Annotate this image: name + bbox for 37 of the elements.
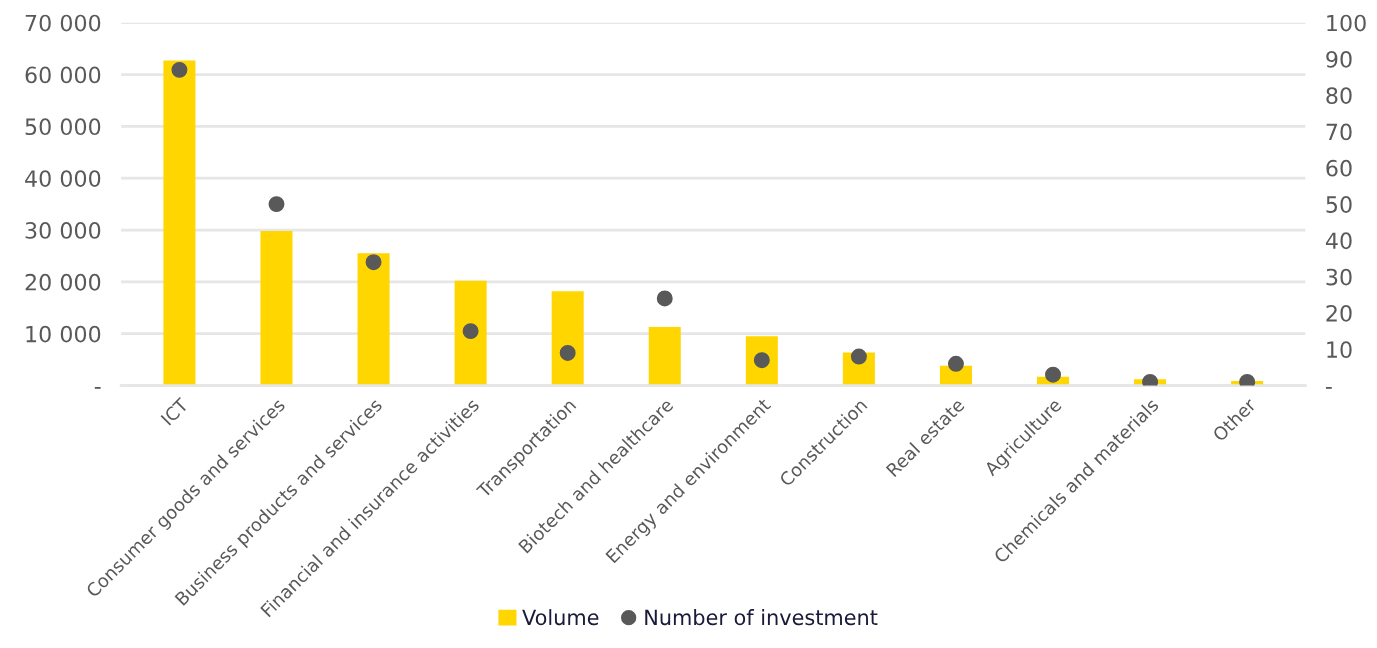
point xyxy=(171,61,188,78)
y2-tick-label: 90 xyxy=(1326,50,1352,68)
point xyxy=(1045,366,1061,383)
bar xyxy=(163,60,196,386)
y-tick-label: - xyxy=(94,387,101,389)
bar xyxy=(260,231,293,386)
y2-tick-label: 100 xyxy=(1327,14,1366,32)
y-tick-label: 70 000 xyxy=(25,14,101,32)
y2-tick-label: - xyxy=(1325,387,1332,389)
point xyxy=(462,323,479,340)
y2-tick-label: 80 xyxy=(1326,87,1352,105)
y2-tick-label: 50 xyxy=(1326,196,1352,213)
y2-tick-label: 60 xyxy=(1326,159,1352,177)
bar xyxy=(357,253,390,386)
point xyxy=(850,348,867,365)
bar xyxy=(551,291,584,386)
x-tick-label: ICT xyxy=(160,396,190,426)
y2-tick-label: 10 xyxy=(1327,341,1352,359)
y-tick-label: 40 000 xyxy=(25,170,101,187)
y-tick-label: 20 000 xyxy=(25,273,101,291)
legend-label: Volume xyxy=(522,609,599,626)
point xyxy=(365,254,382,271)
point xyxy=(656,290,673,307)
y-tick-label: 60 000 xyxy=(25,66,101,84)
y2-tick-label: 30 xyxy=(1326,268,1352,286)
y-tick-label: 50 000 xyxy=(25,118,101,136)
point xyxy=(268,196,285,213)
bar xyxy=(648,326,681,386)
y2-tick-label: 70 xyxy=(1326,123,1352,141)
point xyxy=(947,355,964,372)
y-tick-label: 30 000 xyxy=(25,221,101,239)
y2-tick-label: 20 xyxy=(1326,304,1352,322)
y2-tick-label: 40 xyxy=(1325,232,1352,250)
point xyxy=(559,344,576,361)
legend-label: Number of investment xyxy=(645,609,878,626)
y-tick-label: 10 000 xyxy=(26,325,101,343)
bar xyxy=(454,280,487,386)
